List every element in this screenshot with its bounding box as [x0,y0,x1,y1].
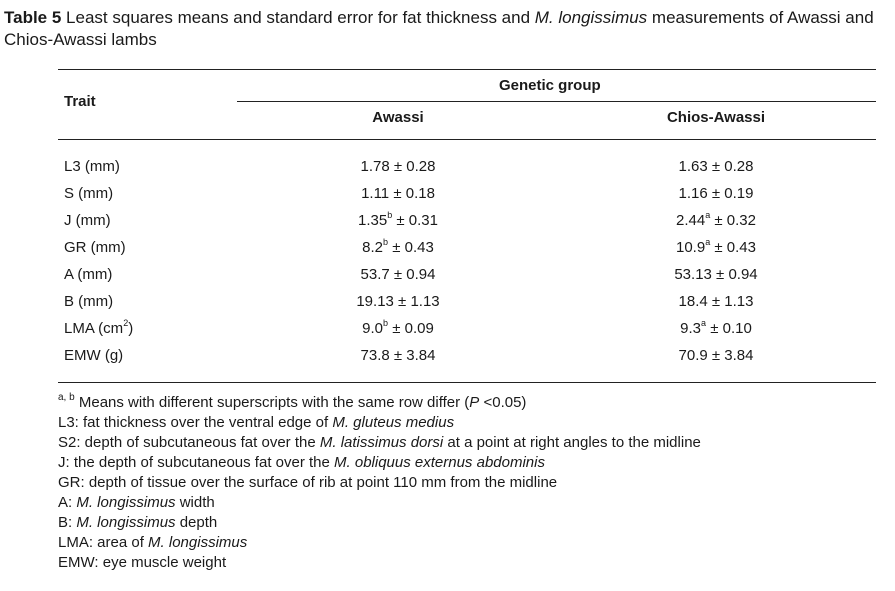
chios-cell: 1.16 ± 0.19 [678,185,754,202]
chios-cell: 2.44a ± 0.32 [676,210,756,230]
footnote-b: B: M. longissimus depth [58,514,218,531]
table-row: J (mm) 1.35b ± 0.31 2.44a ± 0.32 [0,210,895,232]
header-chios-awassi: Chios-Awassi [666,109,766,126]
table-label: Table 5 [4,8,62,27]
trait-cell: LMA (cm2) [64,318,134,338]
awassi-cell: 53.7 ± 0.94 [360,266,436,283]
chios-cell: 1.63 ± 0.28 [678,158,754,175]
trait-cell: S (mm) [64,185,114,202]
header-trait: Trait [64,93,96,110]
trait-cell: EMW (g) [64,347,124,364]
trait-cell: A (mm) [64,266,113,283]
table-row: B (mm) 19.13 ± 1.13 18.4 ± 1.13 [0,293,895,313]
awassi-cell: 1.11 ± 0.18 [361,185,435,202]
caption-italic: M. longissimus [534,8,648,27]
caption-text-end: measurements of Awassi and Chios-Awassi … [4,8,874,49]
trait-cell: B (mm) [64,293,114,310]
header-awassi: Awassi [372,109,424,126]
chios-cell: 70.9 ± 3.84 [678,347,754,364]
table-row: GR (mm) 8.2b ± 0.43 10.9a ± 0.43 [0,237,895,259]
table-row: A (mm) 53.7 ± 0.94 53.13 ± 0.94 [0,266,895,286]
bottom-rule [58,382,876,383]
footnote-l3: L3: fat thickness over the ventral edge … [58,414,455,431]
table-row: LMA (cm2) 9.0b ± 0.09 9.3a ± 0.10 [0,318,895,340]
top-rule [58,69,876,70]
footnote-gr: GR: depth of tissue over the surface of … [58,474,558,491]
footnote-lma: LMA: area of M. longissimus [58,534,248,551]
footnote-s2: S2: depth of subcutaneous fat over the M… [58,434,701,451]
table-row: EMW (g) 73.8 ± 3.84 70.9 ± 3.84 [0,347,895,367]
footnote-j: J: the depth of subcutaneous fat over th… [58,454,545,471]
awassi-cell: 1.78 ± 0.28 [360,158,436,175]
footnote-emw: EMW: eye muscle weight [58,554,227,571]
table-row: S (mm) 1.11 ± 0.18 1.16 ± 0.19 [0,185,895,205]
awassi-cell: 9.0b ± 0.09 [362,318,434,338]
trait-cell: L3 (mm) [64,158,120,175]
group-rule [237,101,876,102]
chios-cell: 10.9a ± 0.43 [676,237,756,257]
awassi-cell: 8.2b ± 0.43 [362,237,434,257]
awassi-cell: 19.13 ± 1.13 [356,293,440,310]
trait-cell: J (mm) [64,212,111,229]
chios-cell: 53.13 ± 0.94 [674,266,758,283]
table-row: L3 (mm) 1.78 ± 0.28 1.63 ± 0.28 [0,158,895,178]
header-rule [58,139,876,140]
header-genetic-group: Genetic group [499,77,601,94]
trait-cell: GR (mm) [64,239,126,256]
table-footnotes: a, b Means with different superscripts w… [58,393,701,573]
awassi-cell: 73.8 ± 3.84 [360,347,436,364]
chios-cell: 9.3a ± 0.10 [680,318,752,338]
table-caption: Table 5 Least squares means and standard… [4,7,890,51]
footnote-a: A: M. longissimus width [58,494,215,511]
footnote-significance: a, b Means with different superscripts w… [58,392,527,412]
awassi-cell: 1.35b ± 0.31 [358,210,438,230]
chios-cell: 18.4 ± 1.13 [678,293,754,310]
caption-text: Least squares means and standard error f… [61,8,535,27]
